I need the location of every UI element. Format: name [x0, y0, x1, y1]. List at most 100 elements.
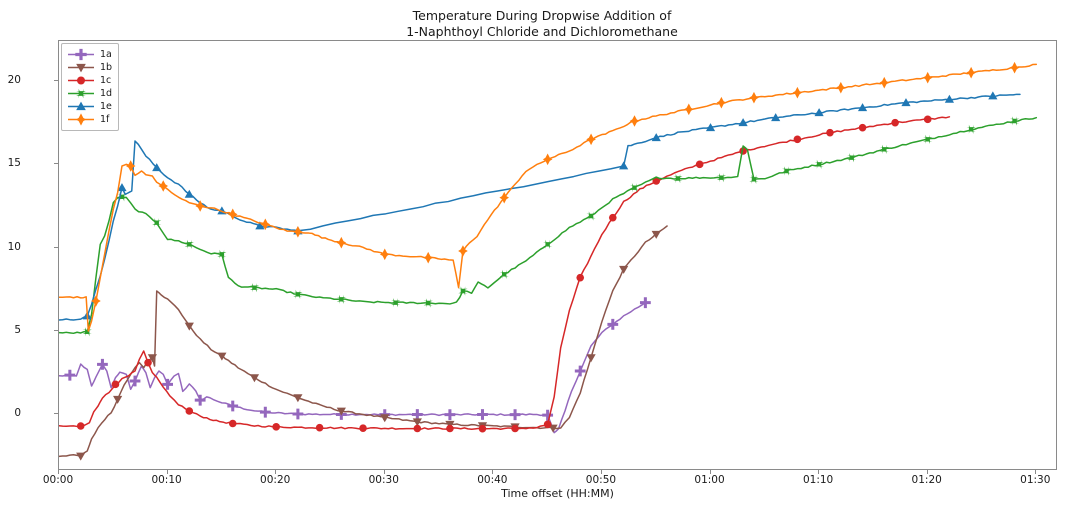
y-tick-mark: [54, 246, 58, 248]
legend-item-1e[interactable]: 1e: [66, 100, 112, 113]
data-point-1d: [1009, 116, 1020, 126]
data-point-1f: [260, 218, 271, 231]
series-line-1d: [59, 116, 1038, 335]
x-thick-icon: [68, 88, 94, 99]
data-point-1d: [879, 144, 889, 154]
plus-icon: [68, 48, 94, 61]
x-tick-label: 01:00: [694, 474, 725, 486]
legend[interactable]: 1a 1b 1c 1d 1e 1f: [61, 43, 120, 131]
data-point-1a: [292, 408, 304, 420]
data-point-1f: [125, 160, 136, 172]
data-point-1b: [651, 230, 661, 239]
data-point-1e: [651, 133, 661, 142]
legend-label: 1b: [100, 62, 113, 73]
x-tick-mark: [166, 470, 168, 474]
data-point-1c: [359, 424, 367, 432]
x-tick-label: 00:50: [585, 474, 617, 486]
data-point-1b: [249, 374, 260, 383]
data-point-1e: [988, 91, 998, 100]
legend-item-1f[interactable]: 1f: [66, 113, 112, 126]
data-point-1f: [749, 91, 759, 104]
data-point-1e: [117, 183, 127, 192]
data-point-1b: [619, 265, 629, 274]
data-point-1f: [499, 191, 510, 204]
data-point-1a: [162, 378, 173, 390]
chart-title: Temperature During Dropwise Addition of 1…: [0, 8, 1084, 40]
data-point-1f: [586, 133, 596, 146]
series-line-1f: [59, 63, 1038, 332]
data-point-1c: [511, 424, 519, 433]
data-point-1c: [315, 423, 324, 432]
data-point-1f: [227, 208, 238, 221]
legend-item-1a[interactable]: 1a: [66, 48, 112, 61]
data-point-1f: [91, 295, 101, 307]
data-point-1f: [716, 96, 727, 109]
diamond-icon: [68, 113, 94, 126]
data-point-1c: [413, 424, 422, 433]
triangle-up-icon: [68, 101, 94, 111]
data-point-1e: [944, 94, 955, 103]
y-tick-mark: [54, 163, 58, 165]
x-tick-label: 01:10: [802, 474, 834, 486]
data-point-1c: [272, 423, 280, 431]
x-tick-label: 01:20: [911, 474, 942, 486]
legend-label: 1d: [100, 88, 113, 99]
x-tick-label: 00:10: [151, 474, 182, 486]
series-canvas: [59, 61, 1038, 461]
data-point-1b: [217, 352, 227, 361]
data-point-1e: [857, 103, 868, 112]
data-point-1a: [607, 318, 619, 330]
data-point-1c: [76, 422, 85, 430]
x-tick-label: 00:00: [42, 474, 74, 486]
data-point-1c: [923, 115, 932, 124]
data-point-1d: [117, 192, 127, 202]
x-tick-mark: [926, 470, 928, 474]
data-point-1c: [478, 424, 487, 433]
data-point-1f: [792, 86, 803, 99]
data-point-1a: [574, 365, 586, 377]
legend-label: 1a: [100, 49, 112, 60]
data-point-1e: [705, 123, 716, 132]
y-tick-mark: [54, 80, 58, 81]
y-tick-mark: [54, 330, 58, 331]
data-point-1f: [458, 245, 468, 257]
data-point-1a: [411, 409, 423, 420]
data-point-1d: [152, 218, 162, 228]
data-point-1d: [82, 327, 92, 337]
data-point-1e: [152, 163, 162, 172]
data-point-1d: [217, 249, 227, 259]
data-point-1a: [97, 358, 108, 370]
data-point-1c: [185, 407, 194, 415]
data-point-1b: [586, 354, 596, 363]
data-point-1d: [673, 173, 683, 184]
y-tick-label: 15: [7, 157, 21, 170]
circle-icon: [68, 76, 94, 85]
data-point-1c: [695, 160, 704, 169]
data-point-1f: [879, 76, 890, 89]
legend-item-1d[interactable]: 1d: [66, 87, 112, 100]
data-point-1e: [814, 108, 824, 117]
data-point-1f: [293, 226, 303, 238]
legend-label: 1e: [100, 101, 112, 112]
x-tick-mark: [383, 470, 385, 474]
data-point-1b: [147, 354, 157, 363]
data-point-1f: [629, 115, 640, 127]
x-tick-label: 01:30: [1020, 474, 1051, 486]
data-point-1b: [548, 424, 558, 433]
triangle-down-icon: [68, 63, 94, 73]
data-point-1c: [576, 273, 585, 282]
data-point-1a: [477, 409, 488, 420]
data-point-1d: [629, 183, 640, 193]
data-point-1e: [184, 189, 194, 198]
legend-item-1c[interactable]: 1c: [66, 74, 112, 87]
data-point-1c: [144, 358, 152, 367]
data-point-1b: [380, 414, 390, 423]
series-1f: [59, 61, 1038, 332]
data-point-1c: [228, 419, 237, 428]
data-point-1e: [619, 161, 629, 170]
legend-item-1b[interactable]: 1b: [66, 61, 112, 74]
data-point-1c: [608, 213, 617, 222]
data-point-1b: [113, 395, 123, 404]
series-1c: [59, 115, 951, 433]
